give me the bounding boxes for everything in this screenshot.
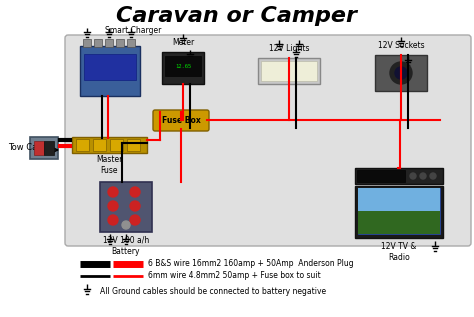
Circle shape [130, 187, 140, 197]
Text: Meter: Meter [172, 38, 194, 47]
Text: Master
Fuse: Master Fuse [96, 155, 123, 175]
Circle shape [108, 187, 118, 197]
Circle shape [430, 173, 436, 179]
Bar [72, 137, 147, 153]
Bar [105, 39, 113, 47]
Text: 12V Lights: 12V Lights [269, 44, 309, 53]
Circle shape [410, 173, 416, 179]
Bar [110, 139, 123, 151]
Bar [358, 188, 440, 211]
Bar [261, 61, 317, 81]
FancyBboxPatch shape [65, 35, 471, 246]
Bar [358, 188, 440, 234]
Bar [30, 137, 58, 159]
Bar [34, 141, 44, 155]
Bar [162, 52, 204, 84]
Text: 6 B&S wire 16mm2 160amp + 50Amp  Anderson Plug: 6 B&S wire 16mm2 160amp + 50Amp Anderson… [148, 260, 354, 268]
Bar [355, 186, 443, 238]
Text: Tow Car: Tow Car [8, 144, 41, 152]
Bar [165, 56, 201, 76]
Circle shape [108, 201, 118, 211]
Circle shape [130, 215, 140, 225]
Text: 12V 100 a/h
Battery: 12V 100 a/h Battery [103, 236, 149, 256]
Text: All Ground cables should be connected to battery negative: All Ground cables should be connected to… [100, 287, 326, 295]
Bar [84, 54, 136, 80]
Bar [94, 39, 102, 47]
Bar [80, 46, 140, 96]
FancyBboxPatch shape [153, 110, 209, 131]
Bar [258, 58, 320, 84]
Text: 12V Sockets: 12V Sockets [378, 41, 424, 50]
Text: 12V TV &
Radio: 12V TV & Radio [381, 242, 417, 262]
Bar [357, 170, 405, 182]
Bar [127, 39, 135, 47]
Text: 6mm wire 4.8mm2 50amp + Fuse box to suit: 6mm wire 4.8mm2 50amp + Fuse box to suit [148, 271, 321, 281]
Bar [44, 141, 54, 155]
Text: Smart Charger: Smart Charger [105, 26, 161, 35]
Circle shape [420, 173, 426, 179]
Circle shape [108, 215, 118, 225]
Bar [100, 182, 152, 232]
Bar [76, 139, 89, 151]
Circle shape [130, 201, 140, 211]
Text: 12.65: 12.65 [175, 63, 191, 68]
Bar [127, 139, 140, 151]
Circle shape [390, 62, 412, 84]
Text: Fuse Box: Fuse Box [162, 116, 201, 125]
Text: Caravan or Camper: Caravan or Camper [117, 6, 357, 26]
Circle shape [122, 221, 130, 229]
Bar [116, 39, 124, 47]
Bar [355, 168, 443, 184]
Bar [375, 55, 427, 91]
Bar [358, 211, 440, 234]
Bar [83, 39, 91, 47]
Circle shape [395, 67, 407, 79]
Bar [93, 139, 106, 151]
